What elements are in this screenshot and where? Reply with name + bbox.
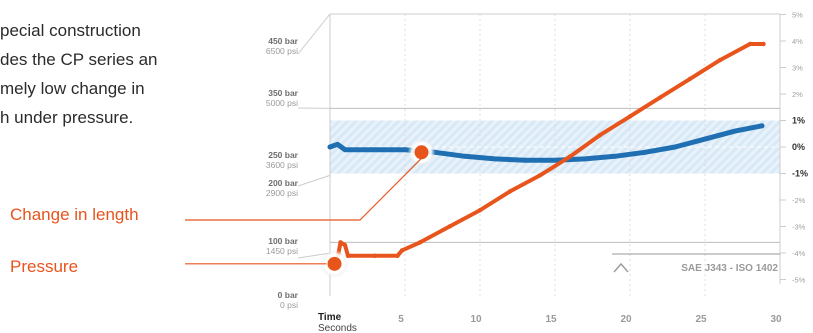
length-point: [552, 157, 558, 163]
pressure-point: [537, 173, 543, 178]
pressure-point: [372, 253, 378, 258]
left-tick-bar: 100 bar: [268, 236, 298, 246]
right-tick-label: 4%: [792, 37, 803, 46]
left-tick-bar: 350 bar: [268, 88, 298, 98]
x-tick-label: 20: [620, 314, 632, 325]
intro-line-4: h under pressure.: [0, 108, 134, 127]
pressure-point: [657, 95, 663, 100]
x-tick-label: 30: [770, 314, 782, 325]
length-point: [372, 147, 378, 153]
intro-line-2: des the CP series an: [0, 50, 158, 69]
length-point: [327, 144, 333, 150]
pressure-point: [687, 76, 693, 82]
length-point: [402, 147, 408, 153]
left-tick-psi: 3600 psi: [266, 160, 298, 170]
right-tick-label: -1%: [792, 169, 808, 179]
length-point: [462, 153, 468, 159]
left-tick-psi: 0 psi: [280, 300, 298, 310]
right-tick-label: 5%: [792, 11, 803, 20]
x-axis-subtitle: Seconds: [318, 323, 357, 333]
pressure-point: [507, 189, 513, 194]
x-tick-label: 5: [398, 314, 404, 325]
length-callout-label: Change in length: [10, 205, 139, 224]
chevron-up-icon: [613, 262, 629, 273]
right-tick-label: 1%: [792, 116, 805, 126]
length-point: [759, 123, 765, 129]
intro-line-3: mely low change in: [0, 79, 145, 98]
pressure-point: [345, 253, 351, 258]
pressure-point: [417, 240, 423, 245]
intro-text: pecial construction des the CP series an…: [0, 16, 215, 132]
pressure-point: [597, 132, 603, 138]
x-tick-label: 25: [695, 314, 707, 325]
left-tick-psi: 5000 psi: [266, 98, 298, 108]
right-tick-label: -4%: [792, 249, 806, 258]
x-tick-label: 10: [470, 314, 482, 325]
left-tick-psi: 1450 psi: [266, 246, 298, 256]
axis-connector: [297, 174, 331, 187]
standard-label: SAE J343 - ISO 1402: [681, 263, 778, 274]
length-point: [492, 156, 498, 162]
right-tick-label: -2%: [792, 196, 806, 205]
length-point: [732, 128, 738, 134]
length-point: [582, 156, 588, 162]
length-point: [672, 144, 678, 150]
left-tick-bar: 0 bar: [278, 290, 299, 300]
length-point: [612, 153, 618, 159]
intro-line-1: pecial construction: [0, 21, 141, 40]
right-tick-label: 3%: [792, 64, 803, 73]
axis-connector: [297, 13, 331, 55]
right-tick-label: 2%: [792, 90, 803, 99]
x-tick-label: 15: [545, 314, 557, 325]
pressure-point: [747, 41, 753, 47]
left-tick-bar: 200 bar: [268, 178, 298, 188]
pressure-point: [399, 248, 405, 253]
pressure-series-line: [335, 42, 766, 261]
length-point: [522, 157, 528, 163]
x-axis-title: Time: [318, 312, 342, 323]
left-tick-bar: 450 bar: [268, 36, 298, 46]
pressure-point: [567, 154, 573, 159]
length-callout-dot: [414, 145, 429, 160]
pressure-point: [447, 224, 453, 229]
pressure-point: [342, 242, 348, 248]
right-tick-label: -3%: [792, 223, 806, 232]
length-callout-leader: [185, 157, 422, 221]
pressure-callout-label: Pressure: [10, 257, 79, 276]
left-tick-bar: 250 bar: [268, 150, 298, 160]
pressure-point: [717, 57, 723, 63]
length-point: [702, 136, 708, 142]
right-tick-label: 0%: [792, 142, 805, 152]
length-point: [335, 141, 340, 147]
pressure-callout-dot: [327, 256, 342, 271]
pressure-point: [395, 253, 400, 258]
length-point: [642, 149, 648, 155]
right-tick-label: -5%: [792, 276, 806, 285]
pressure-point: [627, 114, 633, 119]
pressure-point: [477, 208, 483, 213]
pressure-point: [338, 240, 343, 245]
left-tick-psi: 6500 psi: [266, 46, 298, 56]
length-point: [342, 147, 348, 153]
pressure-point: [761, 41, 766, 47]
left-tick-psi: 2900 psi: [266, 188, 298, 198]
